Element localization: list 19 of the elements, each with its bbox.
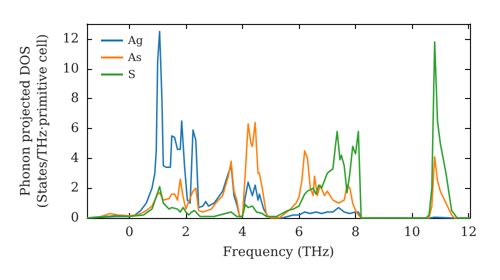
x-tick-label: 10 (404, 225, 420, 240)
y-tick-label: 6 (70, 120, 79, 136)
y-tick-label: 12 (62, 31, 79, 46)
x-tick-label: 2 (182, 225, 190, 240)
y-axis-title: Phonon projected DOS (States/THz·primitive cell) (18, 34, 51, 208)
x-tick-label: 4 (238, 225, 247, 240)
x-tick-label: 12 (460, 225, 477, 240)
legend-label: Ag (127, 34, 143, 47)
x-tick-label: 0 (125, 225, 134, 240)
y-tick-label: 10 (62, 61, 79, 76)
y-tick-label: 4 (70, 150, 79, 166)
x-axis-title: Frequency (THz) (222, 245, 334, 260)
x-tick-label: 6 (294, 225, 304, 240)
legend-label: S (128, 68, 136, 81)
y-tick-label: 0 (70, 210, 79, 226)
y-tick-label: 8 (70, 91, 79, 106)
legend-label: As (127, 51, 142, 64)
x-tick-label: 8 (351, 225, 360, 240)
y-tick-label: 2 (70, 180, 79, 196)
